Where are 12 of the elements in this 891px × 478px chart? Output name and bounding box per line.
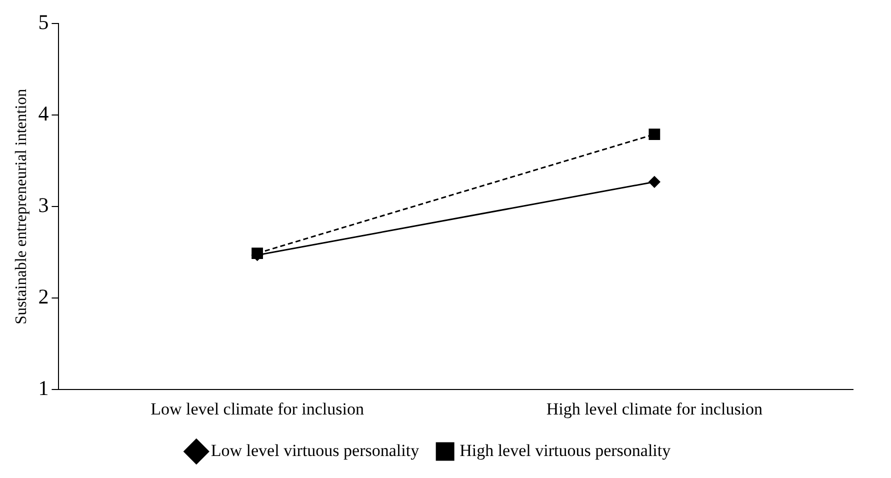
x-tick-label: Low level climate for inclusion xyxy=(150,399,364,418)
legend-label: High level virtuous personality xyxy=(460,440,672,460)
y-tick-label: 5 xyxy=(38,10,49,34)
legend-label: Low level virtuous personality xyxy=(210,440,420,460)
y-tick-label: 1 xyxy=(38,376,49,400)
y-tick-label: 2 xyxy=(38,284,49,309)
point xyxy=(648,176,660,188)
point xyxy=(648,128,660,140)
y-axis-title: Sustainable entrepreneurial intention xyxy=(12,88,30,324)
x-tick-label: High level climate for inclusion xyxy=(546,399,764,418)
y-tick-label: 3 xyxy=(38,193,49,218)
y-tick-label: 4 xyxy=(38,102,50,126)
